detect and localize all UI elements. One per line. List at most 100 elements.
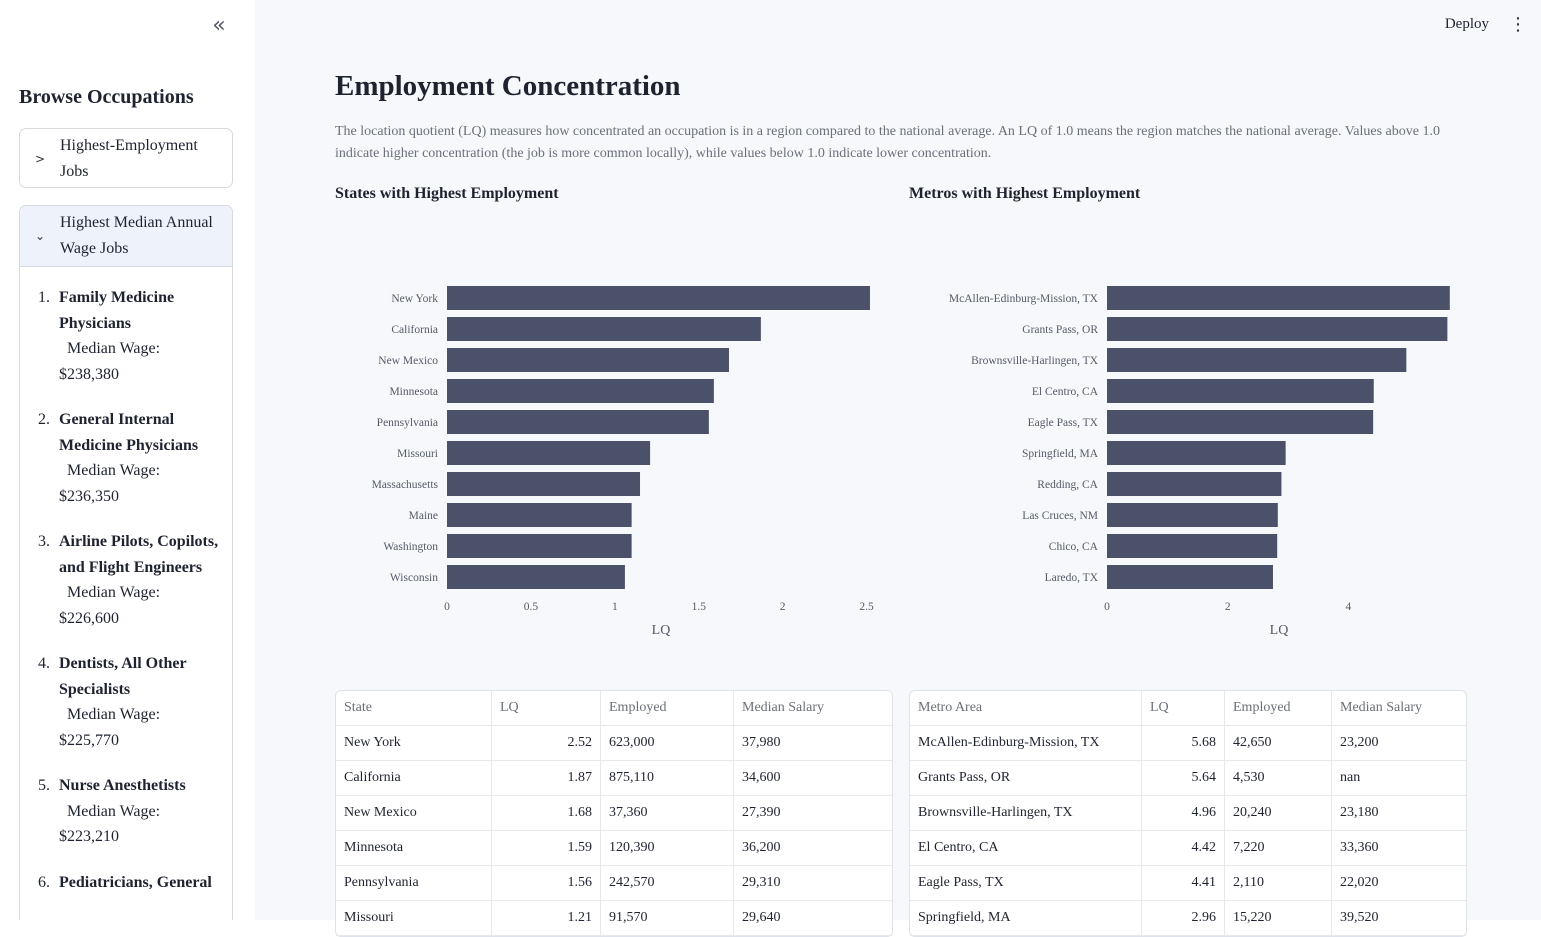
table-cell: 27,390	[734, 796, 892, 831]
sidebar: « Browse Occupations > Highest-Employmen…	[0, 0, 255, 920]
table-cell: 1.56	[492, 866, 601, 901]
bar[interactable]	[1107, 503, 1278, 527]
occupation-name: Nurse Anesthetists	[59, 777, 186, 794]
table-row: Minnesota 1.59 120,390 36,200	[336, 831, 892, 866]
category-label: Massachusetts	[372, 479, 439, 491]
occupation-name: Pediatricians, General	[59, 873, 212, 891]
category-label: New York	[391, 293, 438, 305]
occupation-name: Airline Pilots, Copilots, and Flight Eng…	[59, 533, 219, 576]
expander-label: Highest-Employment Jobs	[60, 137, 198, 180]
table-cell: 42,650	[1225, 726, 1332, 761]
x-axis-label: LQ	[652, 623, 671, 638]
category-label: Pennsylvania	[377, 417, 438, 429]
bar[interactable]	[1107, 441, 1286, 465]
bar[interactable]	[447, 534, 632, 558]
x-tick-label: 2	[1225, 601, 1231, 613]
table-cell: 2.96	[1142, 901, 1225, 936]
expander-highest-employment[interactable]: > Highest-Employment Jobs	[19, 128, 233, 188]
table-cell: 37,360	[601, 796, 734, 831]
expander-header[interactable]: ⌄ Highest Median Annual Wage Jobs	[20, 206, 232, 267]
more-menu-icon[interactable]: ⋮	[1509, 14, 1527, 35]
table-row: New Mexico 1.68 37,360 27,390	[336, 796, 892, 831]
table-row: McAllen-Edinburg-Mission, TX 5.68 42,650 23…	[910, 726, 1466, 761]
x-tick-label: 1	[612, 601, 618, 613]
column-header[interactable]: Employed	[1225, 691, 1332, 726]
list-item: 1. Family Medicine Physicians Median Wag…	[20, 285, 222, 387]
bar[interactable]	[1107, 317, 1448, 341]
column-header[interactable]: Median Salary	[734, 691, 892, 726]
bar[interactable]	[447, 441, 651, 465]
table-row: Pennsylvania 1.56 242,570 29,310	[336, 866, 892, 901]
table-cell: 2.52	[492, 726, 601, 761]
table-header-row: State LQ Employed Median Salary	[336, 691, 892, 726]
item-number: 3.	[38, 533, 50, 550]
table-cell: 1.87	[492, 761, 601, 796]
bar[interactable]	[1107, 472, 1282, 496]
wage-label: Median Wage:	[67, 584, 161, 601]
x-tick-label: 2	[780, 601, 786, 613]
page-description: The location quotient (LQ) measures how …	[335, 124, 1440, 161]
table-cell: 5.64	[1142, 761, 1225, 796]
column-header[interactable]: Employed	[601, 691, 734, 726]
bar[interactable]	[447, 410, 709, 434]
bar[interactable]	[1107, 410, 1374, 434]
table-cell: Pennsylvania	[336, 866, 492, 901]
wage-label: Median Wage:	[67, 462, 161, 479]
bar[interactable]	[447, 503, 632, 527]
bar[interactable]	[1107, 348, 1407, 372]
bar[interactable]	[1107, 534, 1278, 558]
bar[interactable]	[1107, 286, 1450, 310]
table-cell: Brownsville-Harlingen, TX	[910, 796, 1142, 831]
bar[interactable]	[447, 317, 761, 341]
bar[interactable]	[447, 379, 714, 403]
table-cell: California	[336, 761, 492, 796]
table-cell: 91,570	[601, 901, 734, 936]
table-row: Brownsville-Harlingen, TX 4.96 20,240 23,18…	[910, 796, 1466, 831]
chevron-right-icon: >	[35, 152, 46, 166]
column-header[interactable]: State	[336, 691, 492, 726]
table-cell: Eagle Pass, TX	[910, 866, 1142, 901]
table-cell: 4,530	[1225, 761, 1332, 796]
column-header[interactable]: Metro Area	[910, 691, 1142, 726]
category-label: Minnesota	[389, 386, 438, 398]
deploy-button[interactable]: Deploy	[1444, 16, 1489, 32]
x-axis-label: LQ	[1270, 623, 1289, 638]
column-header[interactable]: Median Salary	[1332, 691, 1466, 726]
table-cell: 29,640	[734, 901, 892, 936]
bar[interactable]	[447, 286, 870, 310]
list-item: 2. General Internal Medicine Physicians …	[20, 407, 222, 509]
metros-table: Metro Area LQ Employed Median Salary McAlle…	[909, 690, 1467, 937]
category-label: California	[391, 324, 438, 336]
bar[interactable]	[447, 348, 729, 372]
expander-highest-wage[interactable]: ⌄ Highest Median Annual Wage Jobs 1. Fam…	[19, 205, 233, 920]
x-tick-label: 0	[444, 601, 450, 613]
item-number: 6.	[38, 873, 50, 891]
table-cell: 1.21	[492, 901, 601, 936]
wage-label: Median Wage:	[67, 340, 161, 357]
collapse-sidebar-icon[interactable]: «	[212, 13, 226, 38]
table-row: California 1.87 875,110 34,600	[336, 761, 892, 796]
category-label: Eagle Pass, TX	[1028, 417, 1099, 429]
wage-label: Median Wage:	[67, 802, 161, 820]
table-cell: 4.41	[1142, 866, 1225, 901]
column-header[interactable]: LQ	[492, 691, 601, 726]
table-cell: 23,200	[1332, 726, 1466, 761]
column-header[interactable]: LQ	[1142, 691, 1225, 726]
x-tick-label: 0.5	[524, 601, 539, 613]
bar[interactable]	[447, 565, 625, 589]
category-label: Grants Pass, OR	[1022, 324, 1098, 336]
table-cell: 1.68	[492, 796, 601, 831]
expander-header[interactable]: > Highest-Employment Jobs	[20, 129, 232, 189]
bar[interactable]	[1107, 565, 1273, 589]
table-cell: El Centro, CA	[910, 831, 1142, 866]
wage-value: $223,210	[59, 828, 119, 845]
category-label: New Mexico	[378, 355, 438, 367]
bar[interactable]	[1107, 379, 1374, 403]
table-row: Grants Pass, OR 5.64 4,530 nan	[910, 761, 1466, 796]
x-tick-label: 0	[1104, 601, 1110, 613]
bar[interactable]	[447, 472, 641, 496]
table-cell: New Mexico	[336, 796, 492, 831]
category-label: Laredo, TX	[1045, 572, 1099, 584]
category-label: Redding, CA	[1037, 479, 1098, 491]
states-table: State LQ Employed Median Salary New York 2.5…	[335, 690, 893, 937]
